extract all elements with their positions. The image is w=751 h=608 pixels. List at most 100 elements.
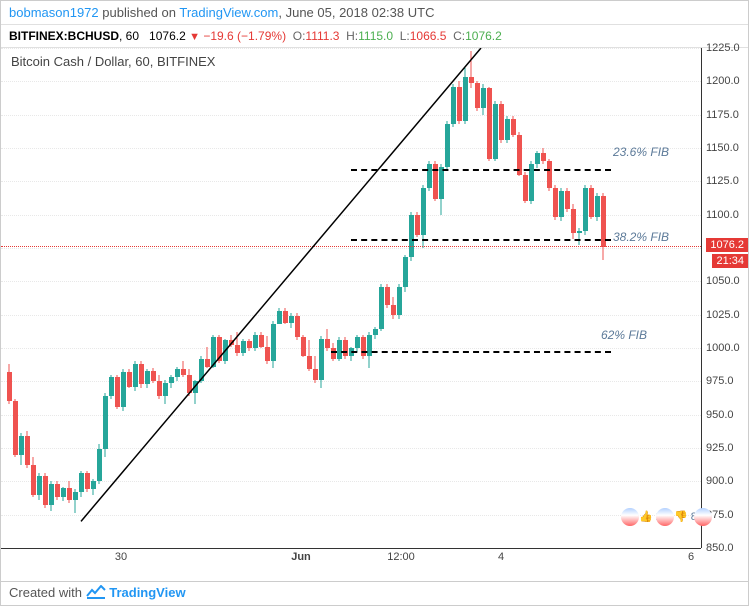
candle-body: [295, 316, 300, 337]
candle-body: [133, 364, 138, 387]
candle: [145, 48, 150, 548]
open-value: 1111.3: [305, 29, 339, 43]
candle: [547, 48, 552, 548]
candle: [163, 48, 168, 548]
last-price: 1076.2: [149, 29, 186, 43]
candle-body: [355, 337, 360, 348]
flag-icon: [694, 508, 712, 526]
author-link[interactable]: bobmason1972: [9, 5, 99, 20]
candle: [529, 48, 534, 548]
candle: [427, 48, 432, 548]
candle: [79, 48, 84, 548]
fib-line: [331, 351, 611, 353]
candle: [235, 48, 240, 548]
candle: [157, 48, 162, 548]
candle: [301, 48, 306, 548]
candle: [19, 48, 24, 548]
candle-body: [79, 473, 84, 492]
candle-body: [61, 488, 66, 497]
tradingview-icon: [86, 585, 106, 602]
fib-label: 38.2% FIB: [613, 230, 669, 244]
close-value: 1076.2: [465, 29, 502, 43]
fib-line: [351, 239, 611, 241]
chart-area[interactable]: Bitcoin Cash / Dollar, 60, BITFINEX 23.6…: [1, 48, 748, 568]
candle: [379, 48, 384, 548]
y-tick-label: 850.0: [706, 542, 734, 554]
y-tick-label: 1000.0: [706, 342, 740, 354]
candle-body: [259, 335, 264, 347]
date-text: , June 05, 2018 02:38 UTC: [278, 5, 434, 20]
candle-body: [169, 377, 174, 382]
candle: [217, 48, 222, 548]
candle: [271, 48, 276, 548]
interval: 60: [126, 29, 139, 43]
footer: Created with TradingView: [1, 581, 748, 605]
candle: [403, 48, 408, 548]
candle-body: [427, 164, 432, 188]
plot-region[interactable]: 23.6% FIB38.2% FIB62% FIB👍 2👎 8: [1, 48, 701, 548]
candle-body: [373, 329, 378, 334]
candle-body: [253, 335, 258, 348]
candle-body: [175, 369, 180, 377]
candle: [97, 48, 102, 548]
candle-body: [157, 381, 162, 396]
candle-body: [229, 340, 234, 345]
candle: [349, 48, 354, 548]
candle: [241, 48, 246, 548]
candle-body: [541, 153, 546, 161]
site-link[interactable]: TradingView.com: [179, 5, 278, 20]
candle-body: [487, 88, 492, 159]
candle: [73, 48, 78, 548]
candle: [517, 48, 522, 548]
candle: [487, 48, 492, 548]
x-tick-label: Jun: [291, 551, 311, 563]
published-text: published on: [99, 5, 180, 20]
candle-body: [151, 371, 156, 382]
candle: [337, 48, 342, 548]
candle-body: [211, 337, 216, 366]
candle-body: [13, 401, 18, 454]
candle-body: [595, 196, 600, 217]
candle: [565, 48, 570, 548]
candle-body: [19, 436, 24, 455]
down-arrow-icon: ▼: [189, 31, 200, 43]
candle-body: [103, 396, 108, 449]
candle-body: [85, 473, 90, 489]
candle: [103, 48, 108, 548]
candle: [541, 48, 546, 548]
idea-badge[interactable]: [694, 508, 712, 526]
candle: [523, 48, 528, 548]
candle: [247, 48, 252, 548]
candle: [43, 48, 48, 548]
fib-label: 62% FIB: [601, 328, 647, 342]
x-tick-label: 4: [498, 551, 504, 563]
y-axis: 850.0875.0900.0925.0950.0975.01000.01025…: [701, 48, 749, 548]
open-label: O:: [293, 29, 306, 43]
candle: [589, 48, 594, 548]
x-axis: 30Jun12:0046: [1, 548, 701, 568]
candle-body: [511, 119, 516, 135]
change-pct: (−1.79%): [237, 29, 286, 43]
candle-body: [571, 209, 576, 233]
current-price-line: [1, 246, 701, 247]
candle: [229, 48, 234, 548]
y-tick-label: 1200.0: [706, 75, 740, 87]
candle: [373, 48, 378, 548]
candle-body: [313, 369, 318, 380]
candle: [469, 48, 474, 548]
candle-body: [97, 449, 102, 481]
idea-badge[interactable]: 👎 8: [656, 508, 697, 526]
candle: [583, 48, 588, 548]
y-tick-label: 1025.0: [706, 309, 740, 321]
candle: [601, 48, 606, 548]
candle-body: [55, 484, 60, 497]
candle: [505, 48, 510, 548]
candle: [511, 48, 516, 548]
candle: [169, 48, 174, 548]
high-value: 1115.0: [358, 29, 393, 43]
publish-bar: bobmason1972 published on TradingView.co…: [1, 1, 748, 25]
tradingview-link[interactable]: TradingView: [109, 585, 185, 600]
candle-body: [37, 476, 42, 495]
fib-label: 23.6% FIB: [613, 145, 669, 159]
y-tick-label: 950.0: [706, 409, 734, 421]
